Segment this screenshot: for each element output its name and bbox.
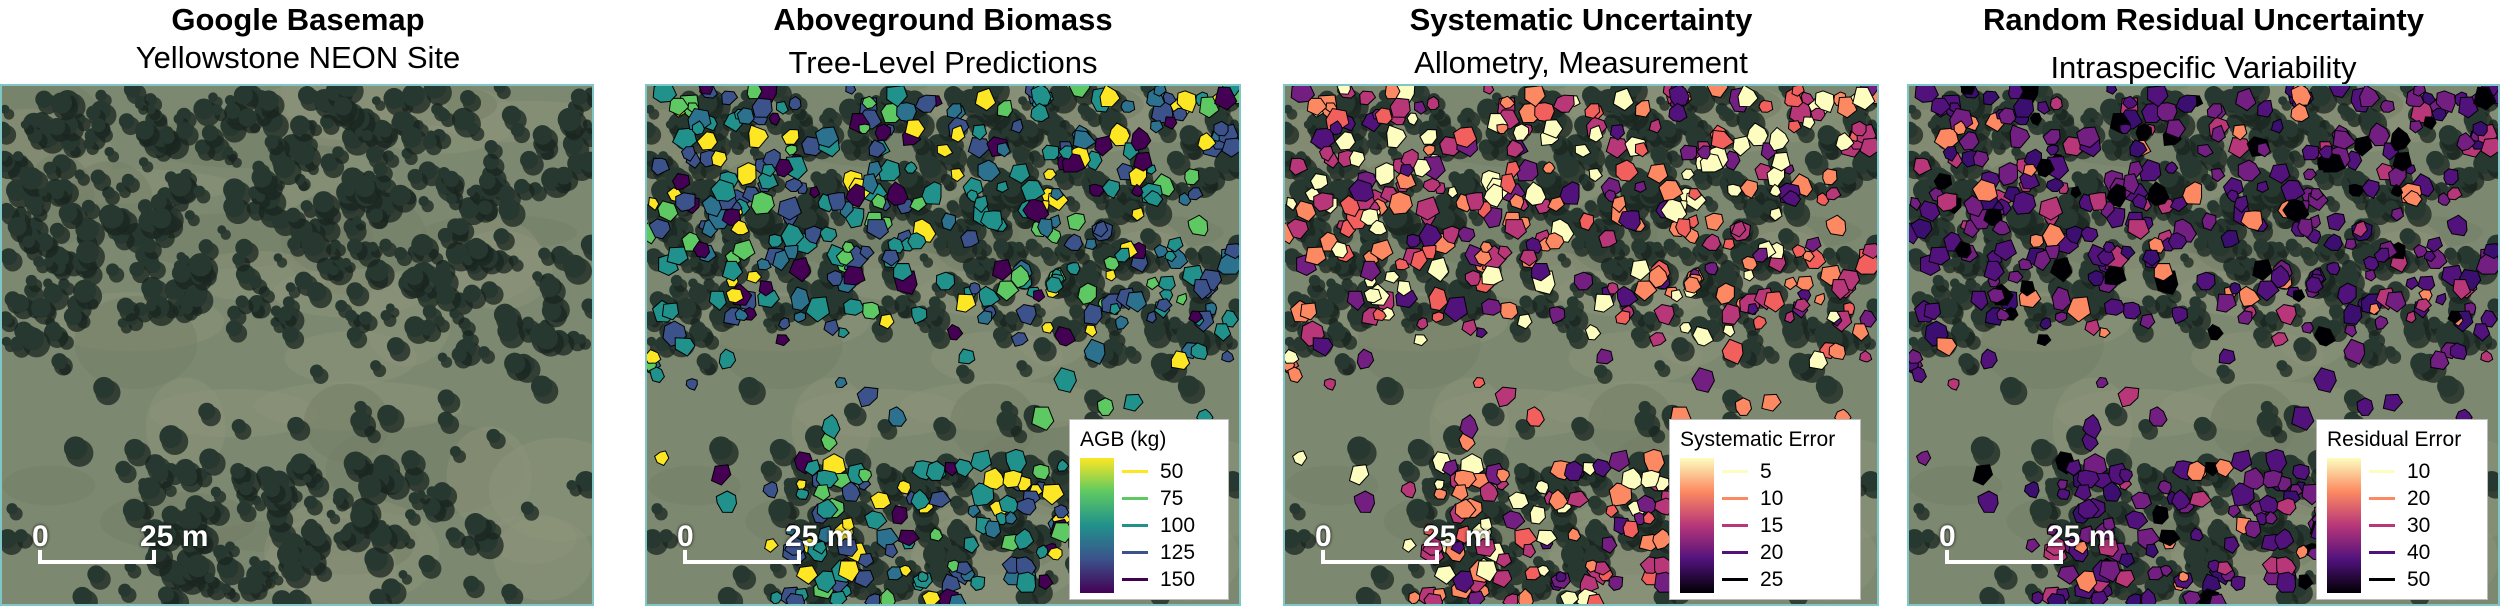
legend-swatch [2369, 470, 2395, 473]
scale-bar-tick-left [1945, 550, 1949, 564]
legend-item: 25 [1722, 566, 1783, 593]
panel-subtitle: Yellowstone NEON Site [135, 40, 461, 75]
legend-systematic: Systematic Error 5 10 15 20 25 [1669, 419, 1861, 600]
legend-label: 20 [2407, 486, 2431, 510]
panel-title: Aboveground Biomass [773, 2, 1113, 37]
legend-title: Systematic Error [1680, 428, 1836, 451]
legend-label: 40 [2407, 540, 2431, 564]
panel-title: Google Basemap [171, 2, 425, 37]
legend-label: 125 [1160, 540, 1196, 564]
legend-label: 10 [2407, 459, 2431, 483]
legend-item: 125 [1122, 539, 1195, 566]
scale-bar-end: 25 m [785, 520, 854, 553]
legend-swatch [1122, 524, 1148, 527]
map-canvas [647, 86, 1239, 604]
legend-swatch [1122, 470, 1148, 473]
legend-item: 15 [1722, 512, 1783, 539]
panel-subtitle: Tree-Level Predictions [788, 45, 1098, 80]
legend-item: 40 [2369, 539, 2430, 566]
legend-swatch [2369, 578, 2395, 581]
legend-colorbar [1080, 458, 1114, 593]
legend-label: 25 [1760, 567, 1784, 591]
scale-bar: 0 25 m [1315, 520, 1495, 580]
legend-item: 5 [1722, 458, 1783, 485]
scale-bar-start: 0 [677, 520, 694, 553]
legend-swatch [2369, 497, 2395, 500]
legend-label: 15 [1760, 513, 1784, 537]
panel-basemap: Google Basemap Yellowstone NEON Site 0 2… [0, 0, 596, 607]
biomass-map[interactable]: 0 25 m AGB (kg) 50 75 100 125 150 [645, 84, 1241, 606]
map-canvas [1909, 86, 2498, 604]
legend-label: 5 [1760, 459, 1772, 483]
scale-bar-start: 0 [1939, 520, 1956, 553]
legend-label: 10 [1760, 486, 1784, 510]
legend-item: 150 [1122, 566, 1195, 593]
legend-item: 20 [1722, 539, 1783, 566]
legend-swatch [1722, 497, 1748, 500]
panel-title: Random Residual Uncertainty [1983, 2, 2424, 37]
scale-bar-tick-right [797, 550, 801, 564]
scale-bar-start: 0 [1315, 520, 1332, 553]
legend-swatch [1722, 470, 1748, 473]
scale-bar-tick-left [683, 550, 687, 564]
legend-residual: Residual Error 10 20 30 40 50 [2316, 419, 2488, 600]
scale-bar-line [1321, 560, 1439, 564]
legend-item: 50 [2369, 566, 2430, 593]
legend-swatch [1722, 578, 1748, 581]
legend-item: 10 [2369, 458, 2430, 485]
scale-bar-end: 25 m [1423, 520, 1492, 553]
legend-item: 100 [1122, 512, 1195, 539]
legend-swatch [1122, 497, 1148, 500]
legend-label: 100 [1160, 513, 1196, 537]
scale-bar: 0 25 m [677, 520, 857, 580]
map-canvas [2, 86, 592, 604]
legend-agb: AGB (kg) 50 75 100 125 150 [1069, 419, 1229, 600]
panel-systematic: Systematic Uncertainty Allometry, Measur… [1283, 0, 1879, 607]
scale-bar: 0 25 m [1939, 520, 2119, 580]
scale-bar-tick-right [2059, 550, 2063, 564]
panel-subtitle: Allometry, Measurement [1414, 45, 1748, 80]
scale-bar-tick-left [1321, 550, 1325, 564]
legend-item: 75 [1122, 485, 1195, 512]
scale-bar-tick-left [38, 550, 42, 564]
legend-label: 75 [1160, 486, 1184, 510]
scale-bar-line [683, 560, 801, 564]
legend-title: Residual Error [2327, 428, 2462, 451]
scale-bar-tick-right [1435, 550, 1439, 564]
panel-residual: Random Residual Uncertainty Intraspecifi… [1907, 0, 2500, 607]
legend-title: AGB (kg) [1080, 428, 1167, 451]
basemap-map[interactable]: 0 25 m [0, 84, 594, 606]
legend-item: 50 [1122, 458, 1195, 485]
legend-label: 30 [2407, 513, 2431, 537]
legend-swatch [2369, 524, 2395, 527]
panel-subtitle: Intraspecific Variability [2050, 50, 2357, 85]
legend-colorbar [2327, 458, 2361, 593]
scale-bar-start: 0 [32, 520, 49, 553]
panel-title: Systematic Uncertainty [1409, 2, 1753, 37]
legend-swatch [1722, 524, 1748, 527]
legend-swatch [2369, 551, 2395, 554]
systematic-map[interactable]: 0 25 m Systematic Error 5 10 15 20 25 [1283, 84, 1879, 606]
legend-swatch [1122, 578, 1148, 581]
legend-label: 50 [1160, 459, 1184, 483]
legend-colorbar [1680, 458, 1714, 593]
legend-label: 150 [1160, 567, 1196, 591]
panel-biomass: Aboveground Biomass Tree-Level Predictio… [645, 0, 1241, 607]
legend-item: 20 [2369, 485, 2430, 512]
scale-bar-end: 25 m [2047, 520, 2116, 553]
scale-bar-tick-right [152, 550, 156, 564]
legend-label: 50 [2407, 567, 2431, 591]
legend-swatch [1122, 551, 1148, 554]
scale-bar: 0 25 m [32, 520, 212, 580]
scale-bar-line [1945, 560, 2063, 564]
map-canvas [1285, 86, 1877, 604]
legend-item: 30 [2369, 512, 2430, 539]
legend-item: 10 [1722, 485, 1783, 512]
legend-label: 20 [1760, 540, 1784, 564]
residual-map[interactable]: 0 25 m Residual Error 10 20 30 40 50 [1907, 84, 2500, 606]
scale-bar-end: 25 m [140, 520, 209, 553]
scale-bar-line [38, 560, 156, 564]
legend-swatch [1722, 551, 1748, 554]
